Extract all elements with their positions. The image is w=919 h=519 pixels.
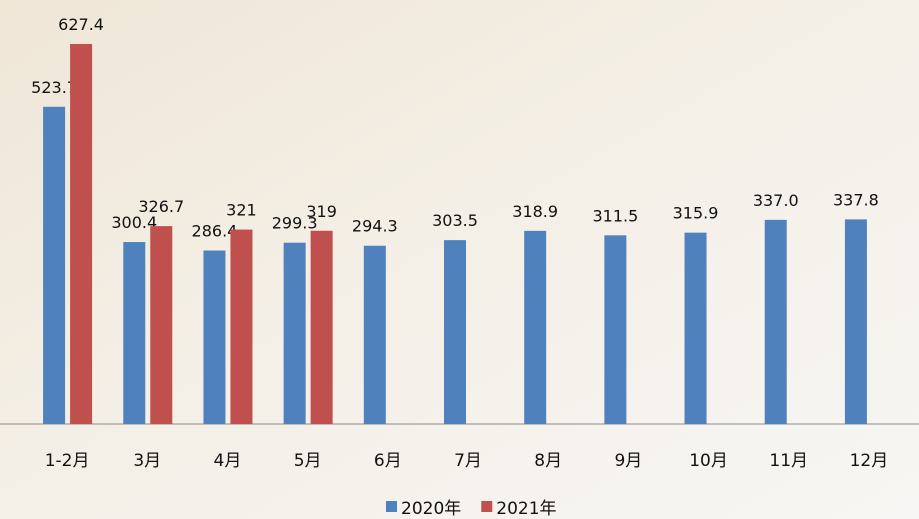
legend-label: 2020年 xyxy=(401,499,461,519)
bar xyxy=(150,226,172,424)
chart: 1-2月523.7627.43月300.4326.74月286.43215月29… xyxy=(0,0,919,519)
bar xyxy=(123,242,145,424)
value-label: 294.3 xyxy=(352,217,398,236)
bar xyxy=(70,44,92,424)
bar xyxy=(230,230,252,424)
x-tick-label: 6月 xyxy=(374,451,402,471)
bar xyxy=(43,107,65,424)
x-tick-label: 8月 xyxy=(534,451,562,471)
x-tick-label: 11月 xyxy=(769,451,808,471)
bar xyxy=(845,219,867,424)
bar xyxy=(524,231,546,424)
bar xyxy=(685,233,707,424)
bar xyxy=(364,246,386,424)
value-label: 315.9 xyxy=(673,204,719,223)
bar xyxy=(444,240,466,424)
x-tick-label: 7月 xyxy=(454,451,482,471)
value-label: 318.9 xyxy=(512,202,558,221)
legend-swatch xyxy=(386,501,397,512)
value-label: 337.0 xyxy=(753,191,799,210)
bar xyxy=(765,220,787,424)
value-label: 303.5 xyxy=(432,211,478,230)
bar xyxy=(604,235,626,424)
value-label: 321 xyxy=(226,201,257,220)
value-label: 337.8 xyxy=(833,190,879,209)
x-tick-label: 1-2月 xyxy=(45,451,90,471)
value-label: 627.4 xyxy=(58,15,104,34)
x-tick-label: 5月 xyxy=(294,451,322,471)
x-tick-label: 3月 xyxy=(133,451,161,471)
legend-swatch xyxy=(481,501,492,512)
bar xyxy=(284,243,306,424)
x-tick-label: 9月 xyxy=(614,451,642,471)
bar xyxy=(311,231,333,424)
value-label: 319 xyxy=(306,202,337,221)
value-label: 311.5 xyxy=(592,206,638,225)
bar xyxy=(203,251,225,424)
legend-label: 2021年 xyxy=(496,499,556,519)
x-tick-label: 12月 xyxy=(850,451,889,471)
value-label: 326.7 xyxy=(138,197,184,216)
x-tick-label: 4月 xyxy=(214,451,242,471)
x-tick-label: 10月 xyxy=(689,451,728,471)
